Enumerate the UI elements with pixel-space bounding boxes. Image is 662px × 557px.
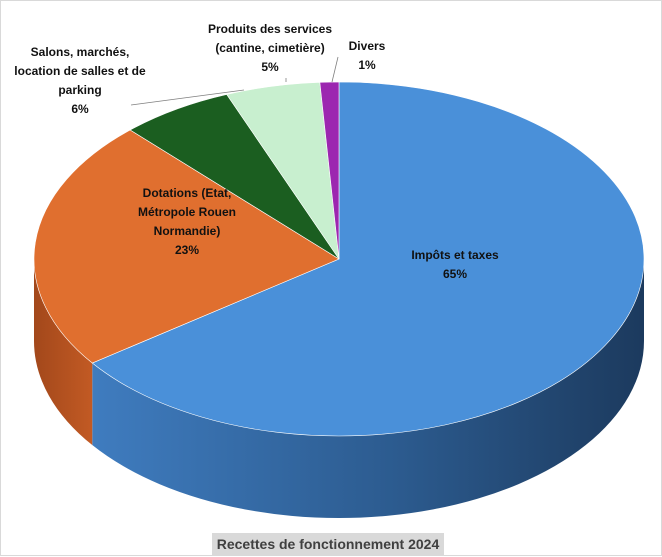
data-label-percent: 6% <box>71 102 89 116</box>
data-label-line: Dotations (Etat, <box>143 186 232 200</box>
data-label-divers: Divers 1% <box>349 39 386 72</box>
data-label-line: Normandie) <box>154 224 221 238</box>
data-label-line: Salons, marchés, <box>31 45 130 59</box>
leader-line-salons-marches <box>130 89 245 106</box>
data-label-percent: 1% <box>358 58 376 72</box>
data-label-salons-marches: Salons, marchés, location de salles et de… <box>14 45 146 116</box>
pie-side-impots-et-taxes <box>92 259 644 518</box>
leader-line-divers <box>331 56 339 83</box>
data-label-line: (cantine, cimetière) <box>215 41 324 55</box>
pie-slice-dotations-etat <box>33 129 340 364</box>
data-label-percent: 5% <box>261 60 279 74</box>
data-label-line: Produits des services <box>208 22 332 36</box>
data-label-produits-des-services: Produits des services (cantine, cimetière… <box>208 22 332 74</box>
chart-title: Recettes de fonctionnement 2024 <box>212 533 444 555</box>
pie-side-dotations-etat <box>34 259 93 446</box>
data-label-impots-et-taxes: Impôts et taxes 65% <box>411 248 499 281</box>
data-label-percent: 23% <box>175 243 199 257</box>
data-label-line: Impôts et taxes <box>411 248 499 262</box>
data-label-dotations-etat: Dotations (Etat, Métropole Rouen Normandie… <box>138 186 236 257</box>
data-label-percent: 65% <box>443 267 467 281</box>
data-label-line: parking <box>58 83 101 97</box>
pie-slice-impots-et-taxes <box>91 81 645 437</box>
data-label-line: location de salles et de <box>14 64 146 78</box>
data-label-line: Métropole Rouen <box>138 205 236 219</box>
pie-slice-divers <box>319 81 340 260</box>
data-label-line: Divers <box>349 39 386 53</box>
